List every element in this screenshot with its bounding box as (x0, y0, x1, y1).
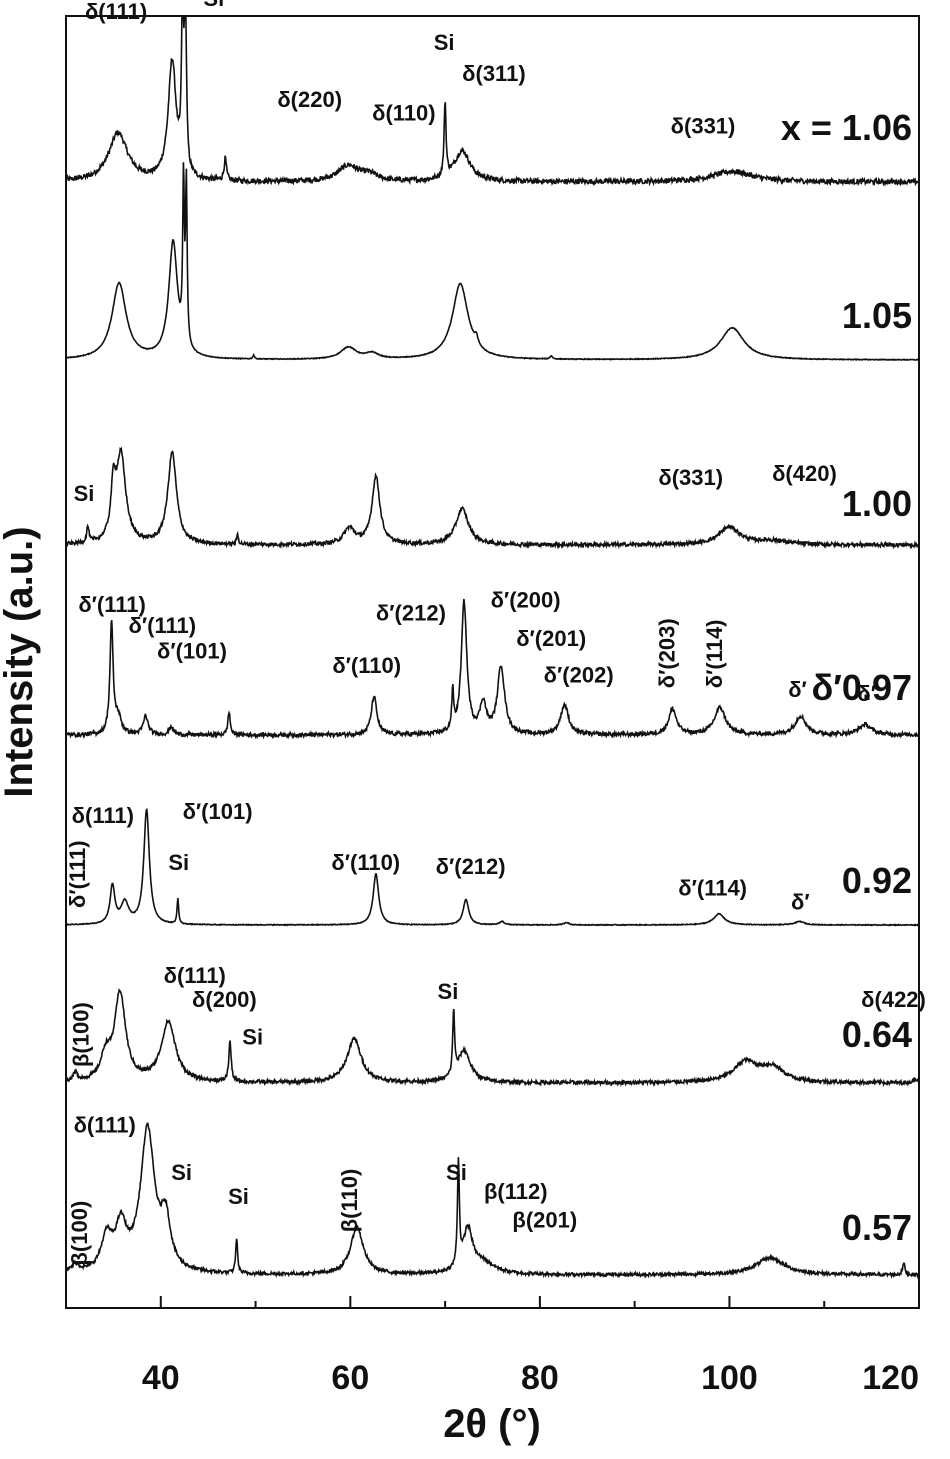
series-line (65, 1122, 920, 1280)
peak-annotation: β(100) (69, 1002, 94, 1067)
peak-annotation: δ(111) (85, 0, 147, 24)
series-line (65, 807, 920, 927)
peak-annotation: Si (446, 1160, 467, 1185)
peak-annotation: Si (228, 1184, 249, 1209)
peak-annotation: β(112) (484, 1179, 548, 1204)
peak-annotation: δ(111) (74, 1113, 136, 1138)
peak-annotation: β(100) (67, 1201, 92, 1266)
peak-annotation: δ′ (791, 890, 810, 915)
peak-annotation: δ(331) (658, 465, 723, 490)
peak-annotation: δ(111) (72, 803, 134, 828)
peak-annotation: δ′(101) (157, 639, 227, 664)
peak-annotation: Si (171, 1160, 192, 1185)
peak-annotation: δ(422) (861, 987, 926, 1012)
x-axis-title: 2θ (°) (443, 1402, 541, 1446)
peak-annotation: δ(311) (462, 61, 526, 86)
peak-annotation: β(201) (512, 1208, 577, 1233)
plot-frame (65, 15, 920, 1309)
peak-annotation: δ′(212) (436, 854, 506, 879)
series-label: 1.00 (842, 483, 912, 524)
peak-annotation: Si (168, 850, 189, 875)
series-label: δ′0.97 (811, 667, 912, 708)
x-tick-label: 40 (142, 1359, 180, 1397)
peak-annotation: δ′(111) (129, 613, 197, 638)
x-tick-label: 100 (701, 1359, 758, 1397)
peak-annotation: δ′(212) (376, 600, 446, 625)
series-line (65, 446, 920, 550)
series-line (65, 16, 920, 187)
series-line (65, 162, 920, 362)
peak-annotation: δ(111) (164, 963, 226, 988)
peak-annotation: δ′(114) (702, 619, 727, 688)
peak-annotation: δ(331) (671, 114, 736, 139)
peak-annotation: δ′(110) (332, 653, 401, 678)
peak-annotation: δ′(111) (78, 592, 146, 617)
peak-annotation: δ′(110) (331, 850, 400, 875)
label-group: x = 1.06δ(200)δ(111)SiSiδ(311)δ(220)δ(11… (65, 0, 926, 1266)
series-label: 1.05 (842, 295, 912, 336)
peak-annotation: δ′(200) (491, 588, 561, 613)
peak-annotation: δ(200) (192, 987, 257, 1012)
peak-annotation: δ′ (788, 677, 807, 702)
peak-annotation: δ(220) (277, 87, 342, 112)
series-label: 0.57 (842, 1207, 912, 1248)
peak-annotation: Si (434, 30, 455, 55)
peak-annotation: δ(420) (772, 461, 837, 486)
peak-annotation: δ′ (857, 681, 876, 706)
series-label: x = 1.06 (781, 107, 912, 148)
peak-annotation: Si (74, 481, 95, 506)
x-tick-label: 80 (521, 1359, 559, 1397)
y-axis-title: Intensity (a.u.) (0, 526, 41, 797)
series-label: 0.64 (842, 1014, 912, 1055)
series-label: 0.92 (842, 860, 912, 901)
series-line (65, 598, 920, 740)
peak-annotation: Si (438, 979, 459, 1004)
peak-annotation: Si (203, 0, 224, 11)
peak-annotation: δ′(201) (516, 626, 586, 651)
peak-annotation: δ(110) (372, 100, 436, 125)
peak-annotation: Si (242, 1025, 263, 1050)
x-tick-label: 120 (862, 1359, 919, 1397)
peak-annotation: δ′(111) (65, 840, 90, 908)
peak-annotation: β(110) (337, 1169, 362, 1233)
peak-annotation: δ′(114) (678, 875, 747, 900)
peak-annotation: δ′(203) (654, 618, 679, 688)
tick-group: 40 60 80 100 120 (65, 1296, 920, 1397)
series-line (65, 988, 920, 1088)
trace-group (65, 16, 920, 1280)
peak-annotation: δ′(101) (183, 799, 253, 824)
peak-annotation: δ′(202) (544, 662, 614, 687)
x-tick-label: 60 (331, 1359, 369, 1397)
